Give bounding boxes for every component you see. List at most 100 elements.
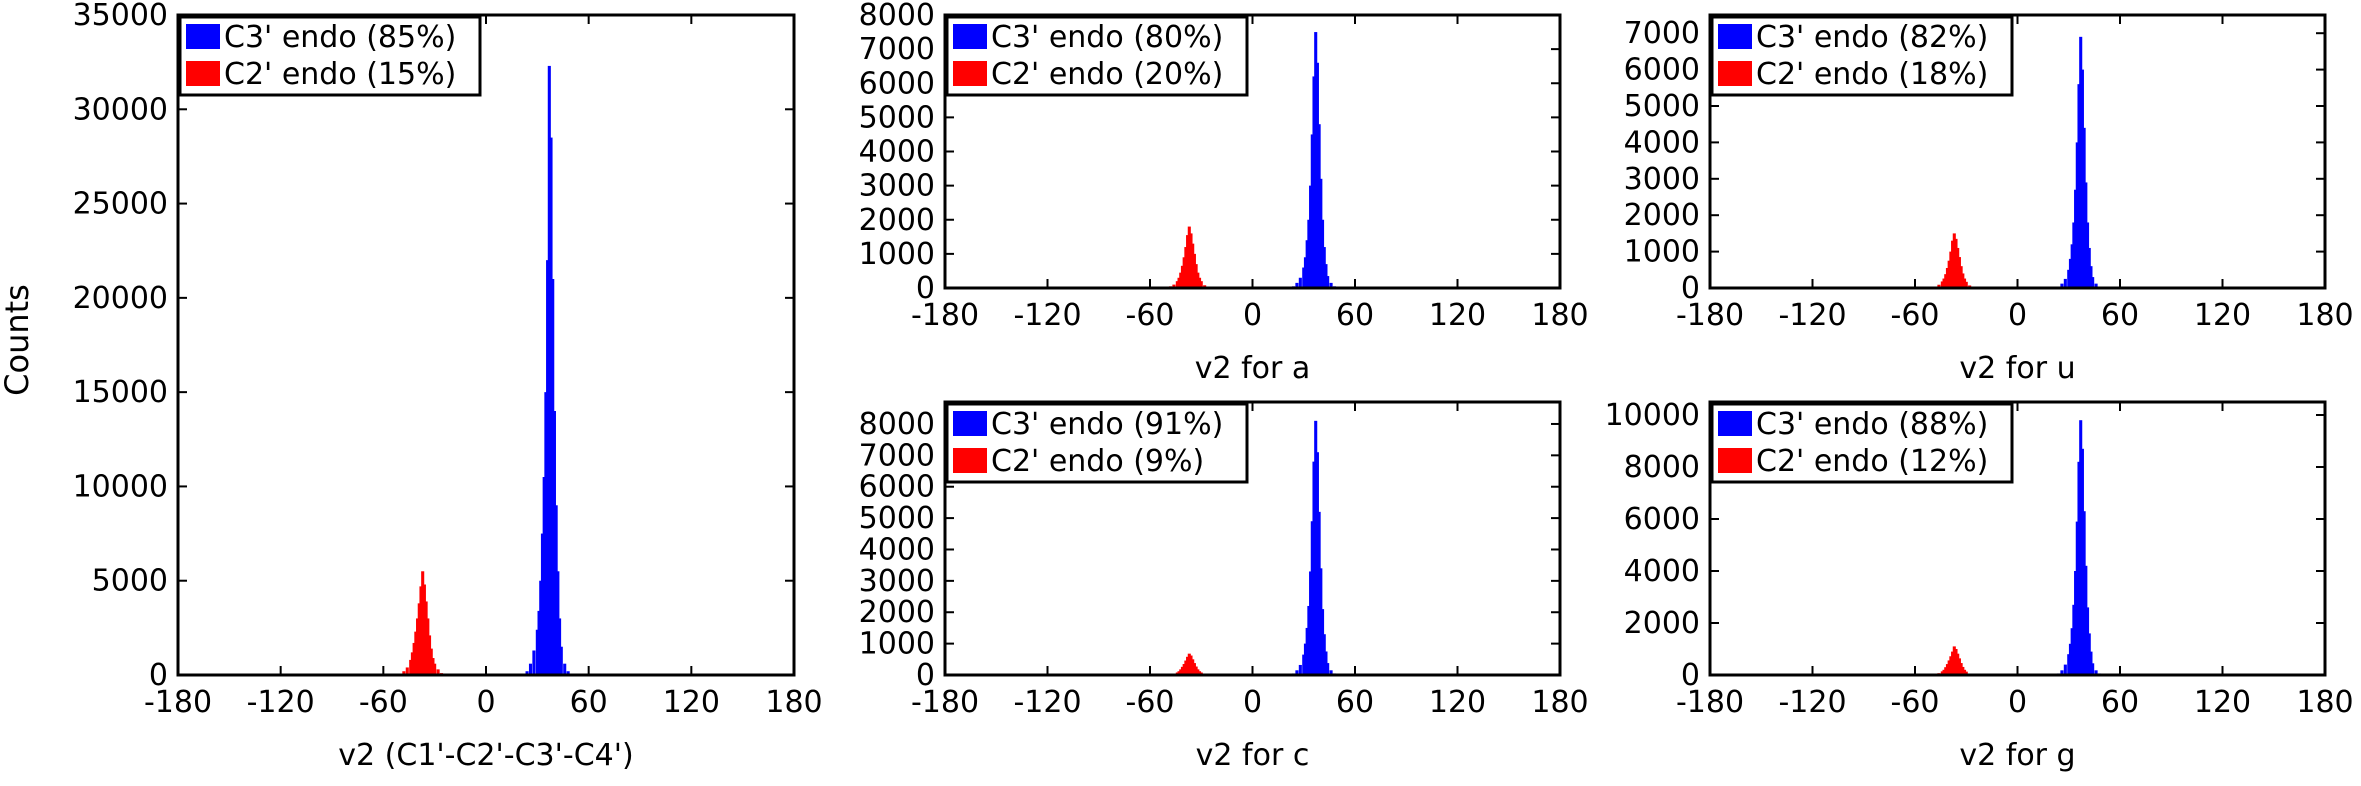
histogram-bar bbox=[1324, 651, 1328, 675]
y-tick-label: 2000 bbox=[1624, 606, 1700, 641]
legend-swatch bbox=[1718, 448, 1752, 473]
y-tick-label: 6000 bbox=[859, 66, 935, 101]
histogram-bar bbox=[1314, 420, 1318, 675]
y-tick-label: 30000 bbox=[73, 92, 168, 127]
histogram-bar bbox=[1191, 243, 1195, 288]
chart-panel-3: -180 -120 -60 0 60 120 18001000200030004000500… bbox=[859, 400, 1589, 773]
histogram-bar bbox=[1189, 655, 1193, 675]
legend-swatch bbox=[1718, 24, 1752, 49]
x-tick-label: -60 bbox=[359, 685, 408, 720]
histogram-bar bbox=[1321, 219, 1325, 288]
histogram-bar bbox=[1326, 276, 1330, 288]
histogram-bar bbox=[1945, 267, 1949, 288]
legend-box bbox=[945, 402, 1249, 484]
y-tick-label: 8000 bbox=[859, 407, 935, 442]
histogram-bar bbox=[1944, 667, 1948, 675]
y-tick-label: 5000 bbox=[1624, 89, 1700, 124]
legend-label: C3' endo (82%) bbox=[1756, 20, 1988, 55]
histogram-bar bbox=[1957, 658, 1961, 675]
x-axis-label: v2 for a bbox=[1195, 351, 1311, 386]
histogram-bar bbox=[1182, 664, 1186, 675]
y-tick-label: 3000 bbox=[1624, 162, 1700, 197]
histogram-bar bbox=[426, 618, 430, 675]
histogram-bar bbox=[1179, 669, 1183, 675]
x-tick-label: 0 bbox=[476, 685, 495, 720]
y-tick-label: 5000 bbox=[859, 501, 935, 536]
x-tick-label: -120 bbox=[1778, 685, 1846, 720]
x-tick-label: -60 bbox=[1891, 685, 1940, 720]
histogram-bar bbox=[1186, 656, 1190, 675]
histogram-bar bbox=[417, 603, 421, 675]
histogram-bar bbox=[1192, 663, 1196, 675]
histogram-bar bbox=[1963, 278, 1967, 288]
histogram-bar bbox=[2067, 269, 2071, 288]
histogram-bar bbox=[2072, 222, 2076, 288]
histogram-bar bbox=[419, 586, 423, 675]
histogram-bar bbox=[2070, 244, 2074, 288]
histogram-bar bbox=[1310, 521, 1314, 675]
histogram-bar bbox=[1192, 253, 1196, 288]
histogram-bar bbox=[1198, 671, 1202, 675]
histogram-bar bbox=[1329, 670, 1333, 675]
histogram-bar bbox=[424, 601, 428, 675]
histogram-bar bbox=[1309, 571, 1313, 675]
histogram-bar bbox=[2077, 84, 2081, 288]
histogram-bar bbox=[1319, 178, 1323, 288]
histogram-bar bbox=[1184, 660, 1188, 675]
y-tick-label: 3000 bbox=[859, 564, 935, 599]
histogram-bar bbox=[1312, 461, 1316, 675]
histogram-bar bbox=[1179, 272, 1183, 288]
chart-panel-1: -180 -120 -60 0 60 120 18001000200030004000500… bbox=[859, 0, 1589, 386]
legend-label: C2' endo (9%) bbox=[991, 444, 1204, 479]
x-axis-label: v2 for c bbox=[1196, 738, 1310, 773]
histogram-bar bbox=[1194, 666, 1198, 675]
x-tick-label: -180 bbox=[1676, 298, 1744, 333]
histogram-bar bbox=[1191, 659, 1195, 675]
histogram-bar bbox=[1961, 666, 1965, 675]
legend-swatch bbox=[953, 61, 987, 86]
histogram-bar bbox=[1952, 646, 1956, 675]
y-tick-label: 10000 bbox=[1605, 398, 1700, 433]
histogram-bar bbox=[537, 610, 541, 675]
histogram-bar bbox=[2079, 36, 2083, 289]
histogram-bar bbox=[549, 137, 553, 676]
y-tick-label: 35000 bbox=[73, 0, 168, 33]
histogram-bar bbox=[1310, 134, 1314, 288]
histogram-bar bbox=[2084, 565, 2088, 675]
histogram-bar bbox=[1315, 62, 1319, 289]
histogram-bar bbox=[2063, 278, 2067, 288]
histogram-bar bbox=[540, 533, 545, 675]
x-tick-label: 60 bbox=[1336, 685, 1374, 720]
histogram-bar bbox=[1187, 653, 1191, 675]
histogram-bar bbox=[1322, 247, 1326, 288]
histogram-bar bbox=[1315, 452, 1319, 675]
legend-swatch bbox=[953, 448, 987, 473]
histogram-bar bbox=[1175, 281, 1179, 288]
histogram-bar bbox=[427, 635, 432, 675]
histogram-bar bbox=[2089, 266, 2093, 288]
y-tick-label: 0 bbox=[916, 658, 935, 693]
y-tick-label: 15000 bbox=[73, 375, 168, 410]
histogram-bar bbox=[1940, 281, 1944, 288]
histogram-bar bbox=[1317, 124, 1321, 288]
histogram-bar bbox=[1295, 670, 1299, 675]
y-tick-label: 5000 bbox=[92, 564, 168, 599]
x-tick-label: -60 bbox=[1126, 685, 1175, 720]
x-tick-label: 180 bbox=[2296, 298, 2353, 333]
legend-label: C3' endo (80%) bbox=[991, 20, 1223, 55]
histogram-bar bbox=[2074, 189, 2078, 288]
x-tick-label: 0 bbox=[2008, 685, 2027, 720]
histogram-bar bbox=[1961, 273, 1965, 288]
histogram-bar bbox=[2080, 448, 2084, 675]
y-tick-label: 8000 bbox=[859, 0, 935, 33]
histogram-bar bbox=[544, 392, 548, 675]
histogram-bar bbox=[402, 671, 406, 675]
legend: C3' endo (80%)C2' endo (20%) bbox=[945, 15, 1249, 97]
legend: C3' endo (85%)C2' endo (15%) bbox=[178, 15, 482, 97]
x-tick-label: 60 bbox=[2101, 298, 2139, 333]
histogram-bar bbox=[547, 65, 551, 675]
x-axis-label: v2 for u bbox=[1959, 351, 2075, 386]
histogram-bar bbox=[1949, 656, 1953, 675]
histogram-bar bbox=[552, 411, 556, 675]
histogram-bar bbox=[1196, 272, 1200, 288]
